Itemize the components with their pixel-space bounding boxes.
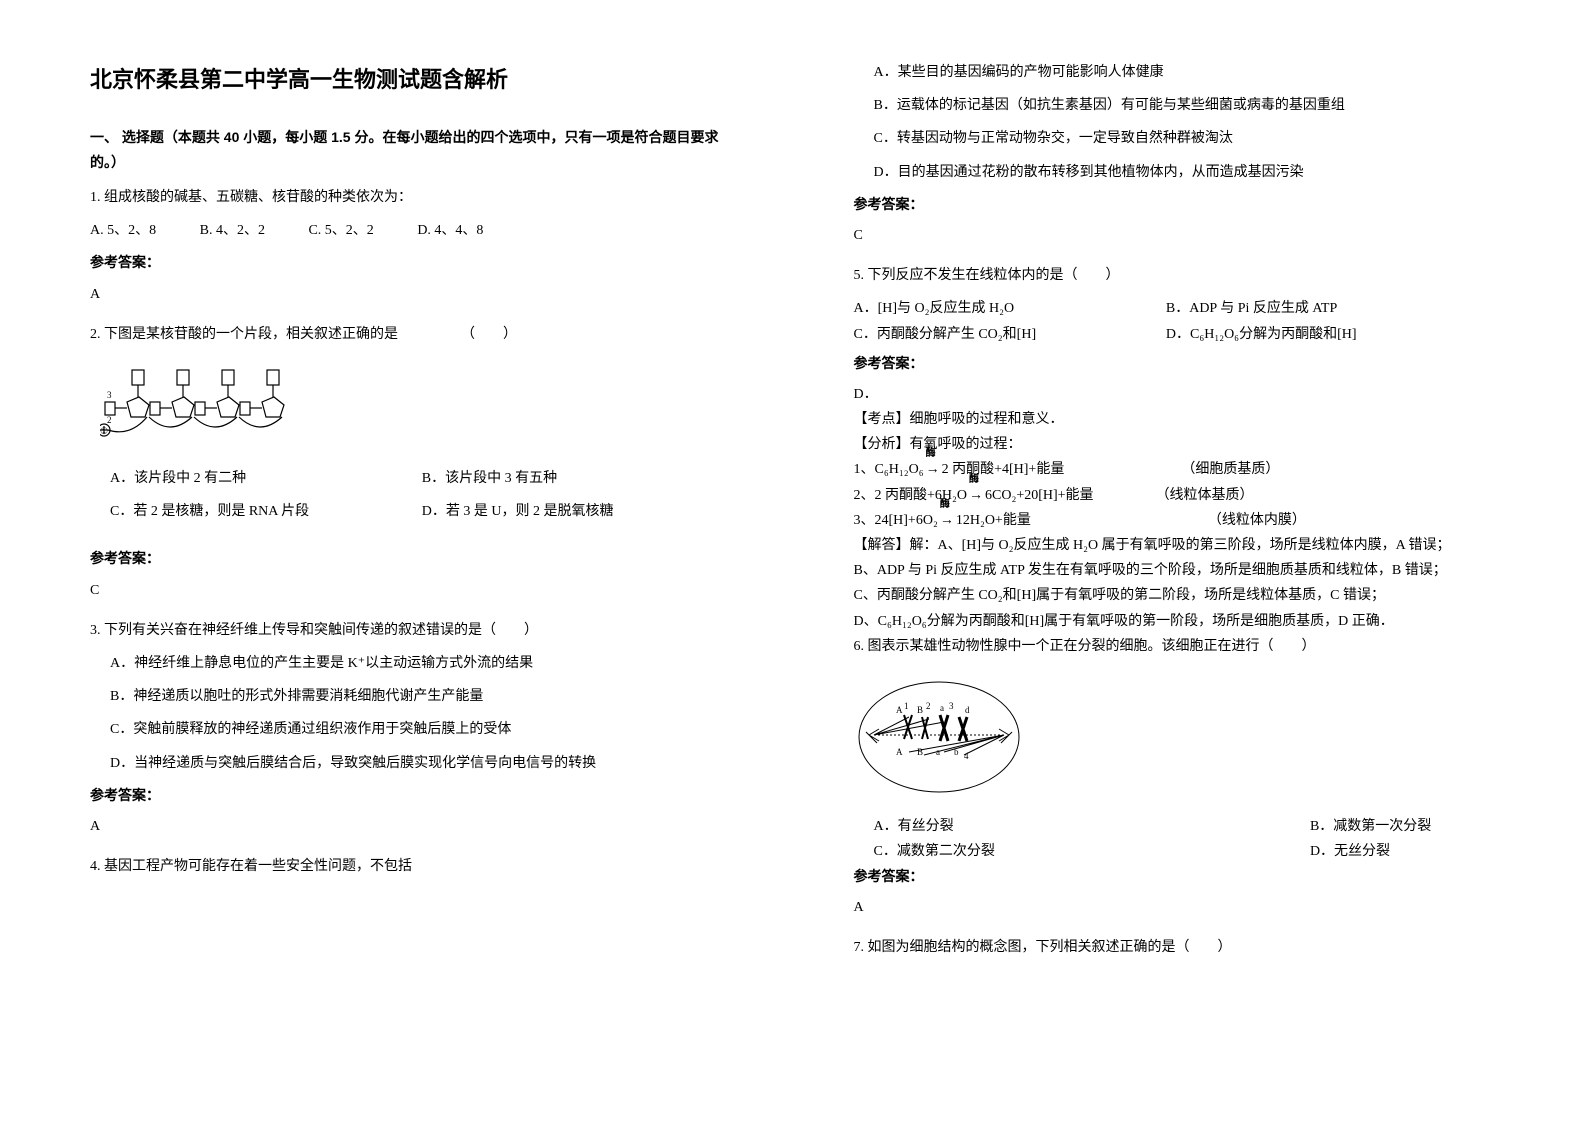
q7-stem: 7. 如图为细胞结构的概念图，下列相关叙述正确的是（ ） bbox=[854, 935, 1498, 960]
q6-opt-a: A．有丝分裂 bbox=[874, 814, 1310, 839]
q5-exp-sub: 【分析】有氧呼吸的过程： bbox=[854, 432, 1498, 457]
q5-step3-loc: （线粒体内膜） bbox=[1208, 513, 1306, 528]
q4-opt-b: B．运载体的标记基因（如抗生素基因）有可能与某些细菌或病毒的基因重组 bbox=[854, 93, 1498, 118]
q2-answer-label: 参考答案： bbox=[90, 547, 734, 572]
q2-opt-b: B．该片段中 3 有五种 bbox=[422, 466, 734, 491]
q5-opt-c: C．丙酮酸分解产生 CO₂和[H] bbox=[854, 322, 1163, 347]
q6-options: A．有丝分裂 B．减数第一次分裂 C．减数第二次分裂 D．无丝分裂 bbox=[854, 814, 1498, 864]
q5-step1: 1、C₆H₁₂O₆→2 丙酮酸+4[H]+能量 （细胞质基质） bbox=[854, 457, 1498, 482]
q2-opt-d: D．若 3 是 U，则 2 是脱氧核糖 bbox=[422, 499, 734, 524]
q3-stem: 3. 下列有关兴奋在神经纤维上传导和突触间传递的叙述错误的是（ ） bbox=[90, 618, 734, 643]
q6-stem: 6. 图表示某雄性动物性腺中一个正在分裂的细胞。该细胞正在进行（ ） bbox=[854, 634, 1498, 659]
q6-opt-d: D．无丝分裂 bbox=[1310, 839, 1497, 864]
q4-opt-a: A．某些目的基因编码的产物可能影响人体健康 bbox=[854, 60, 1498, 85]
q2-stem: 2. 下图是某核苷酸的一个片段，相关叙述正确的是 （ ） bbox=[90, 322, 734, 347]
q2-diagram: 3 2 bbox=[90, 362, 734, 451]
q4-opt-d: D．目的基因通过花粉的散布转移到其他植物体内，从而造成基因污染 bbox=[854, 160, 1498, 185]
q1-opt-b: B. 4、2、2 bbox=[200, 218, 265, 243]
nucleotide-diagram-icon: 3 2 bbox=[100, 362, 320, 442]
q1-answer: A bbox=[90, 282, 734, 307]
q4-opt-c: C．转基因动物与正常动物杂交，一定导致自然种群被淘汰 bbox=[854, 126, 1498, 151]
q5-opt-d: D．C₆H₁₂O₆分解为丙酮酸和[H] bbox=[1166, 327, 1357, 342]
svg-text:2: 2 bbox=[107, 415, 112, 425]
q5-step2-a: 2、2 丙酮酸+6H₂O bbox=[854, 488, 968, 503]
svg-text:a: a bbox=[940, 703, 944, 713]
q1-opt-d: D. 4、4、8 bbox=[417, 218, 483, 243]
q5-exp-title: 【考点】细胞呼吸的过程和意义． bbox=[854, 407, 1498, 432]
q5-stem: 5. 下列反应不发生在线粒体内的是（ ） bbox=[854, 263, 1498, 288]
q2-opt-c: C．若 2 是核糖，则是 RNA 片段 bbox=[110, 499, 422, 524]
q5-step1-b: 2 丙酮酸+4[H]+能量 bbox=[942, 462, 1065, 477]
q5-solve-d: D、C₆H₁₂O₆分解为丙酮酸和[H]属于有氧呼吸的第一阶段，场所是细胞质基质，… bbox=[854, 609, 1498, 634]
q1-options: A. 5、2、8 B. 4、2、2 C. 5、2、2 D. 4、4、8 bbox=[90, 218, 734, 243]
svg-text:a: a bbox=[936, 747, 940, 757]
q6-opt-b: B．减数第一次分裂 bbox=[1310, 814, 1497, 839]
q5-step2-loc: （线粒体基质） bbox=[1156, 488, 1254, 503]
svg-text:b: b bbox=[954, 747, 959, 757]
q5-step3-b: 12H₂O+能量 bbox=[956, 513, 1031, 528]
q5-opt-a: A．[H]与 O₂反应生成 H₂O bbox=[854, 296, 1163, 321]
svg-text:B: B bbox=[917, 705, 923, 715]
q3-answer: A bbox=[90, 814, 734, 839]
page-title: 北京怀柔县第二中学高一生物测试题含解析 bbox=[90, 60, 734, 100]
q4-answer: C bbox=[854, 223, 1498, 248]
svg-text:d: d bbox=[965, 705, 970, 715]
svg-text:2: 2 bbox=[926, 701, 931, 711]
q6-diagram: A 1 B 2 a 3 d A B a b 4 bbox=[854, 667, 1498, 806]
q2-answer: C bbox=[90, 578, 734, 603]
q3-opt-a: A．神经纤维上静息电位的产生主要是 K⁺以主动运输方式外流的结果 bbox=[90, 651, 734, 676]
right-column: A．某些目的基因编码的产物可能影响人体健康 B．运载体的标记基因（如抗生素基因）… bbox=[794, 0, 1587, 1122]
q3-opt-c: C．突触前膜释放的神经递质通过组织液作用于突触后膜上的受体 bbox=[90, 717, 734, 742]
q5-step1-loc: （细胞质基质） bbox=[1181, 462, 1279, 477]
svg-text:A: A bbox=[896, 705, 903, 715]
q5-step3-a: 3、24[H]+6O₂ bbox=[854, 513, 938, 528]
q1-opt-c: C. 5、2、2 bbox=[308, 218, 373, 243]
q6-answer: A bbox=[854, 895, 1498, 920]
q6-opt-c: C．减数第二次分裂 bbox=[874, 839, 1310, 864]
q3-answer-label: 参考答案： bbox=[90, 784, 734, 809]
q5-step2: 2、2 丙酮酸+6H₂O→6CO₂+20[H]+能量 （线粒体基质） bbox=[854, 483, 1498, 508]
q5-solve-b: B、ADP 与 Pi 反应生成 ATP 发生在有氧呼吸的三个阶段，场所是细胞质基… bbox=[854, 558, 1498, 583]
q5-opt-b: B．ADP 与 Pi 反应生成 ATP bbox=[1166, 301, 1337, 316]
svg-text:①: ① bbox=[100, 426, 108, 436]
q5-answer: D． bbox=[854, 382, 1498, 407]
q1-stem: 1. 组成核酸的碱基、五碳糖、核苷酸的种类依次为： bbox=[90, 185, 734, 210]
svg-text:1: 1 bbox=[904, 701, 909, 711]
svg-text:4: 4 bbox=[964, 751, 969, 761]
q4-stem: 4. 基因工程产物可能存在着一些安全性问题，不包括 bbox=[90, 854, 734, 879]
q5-step2-b: 6CO₂+20[H]+能量 bbox=[985, 488, 1094, 503]
svg-text:3: 3 bbox=[107, 390, 112, 400]
svg-text:3: 3 bbox=[949, 701, 954, 711]
svg-text:B: B bbox=[917, 747, 923, 757]
q5-options-row2: C．丙酮酸分解产生 CO₂和[H] D．C₆H₁₂O₆分解为丙酮酸和[H] bbox=[854, 322, 1498, 347]
q5-solve-a: 【解答】解：A、[H]与 O₂反应生成 H₂O 属于有氧呼吸的第三阶段，场所是线… bbox=[854, 533, 1498, 558]
q5-answer-label: 参考答案： bbox=[854, 352, 1498, 377]
q6-answer-label: 参考答案： bbox=[854, 865, 1498, 890]
q2-options: A．该片段中 2 有二种 B．该片段中 3 有五种 C．若 2 是核糖，则是 R… bbox=[90, 466, 734, 532]
q5-solve-c: C、丙酮酸分解产生 CO₂和[H]属于有氧呼吸的第二阶段，场所是线粒体基质，C … bbox=[854, 583, 1498, 608]
q3-opt-d: D．当神经递质与突触后膜结合后，导致突触后膜实现化学信号向电信号的转换 bbox=[90, 751, 734, 776]
q1-opt-a: A. 5、2、8 bbox=[90, 218, 156, 243]
q5-step3: 3、24[H]+6O₂→12H₂O+能量 （线粒体内膜） bbox=[854, 508, 1498, 533]
left-column: 北京怀柔县第二中学高一生物测试题含解析 一、 选择题（本题共 40 小题，每小题… bbox=[0, 0, 794, 1122]
cell-division-icon: A 1 B 2 a 3 d A B a b 4 bbox=[854, 667, 1024, 797]
q3-opt-b: B．神经递质以胞吐的形式外排需要消耗细胞代谢产生产能量 bbox=[90, 684, 734, 709]
q4-answer-label: 参考答案： bbox=[854, 193, 1498, 218]
q1-answer-label: 参考答案： bbox=[90, 251, 734, 276]
section-header: 一、 选择题（本题共 40 小题，每小题 1.5 分。在每小题给出的四个选项中，… bbox=[90, 125, 734, 175]
svg-text:A: A bbox=[896, 747, 903, 757]
q5-step1-a: 1、C₆H₁₂O₆ bbox=[854, 462, 924, 477]
q2-opt-a: A．该片段中 2 有二种 bbox=[110, 466, 422, 491]
q5-options-row1: A．[H]与 O₂反应生成 H₂O B．ADP 与 Pi 反应生成 ATP bbox=[854, 296, 1498, 321]
